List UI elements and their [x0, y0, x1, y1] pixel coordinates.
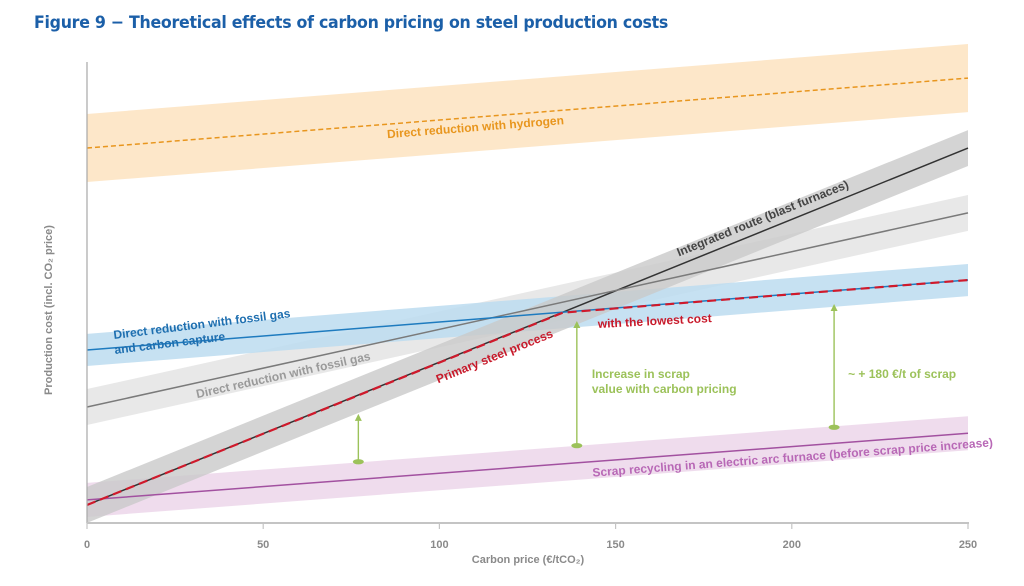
figure-title: Figure 9 − Theoretical effects of carbon… — [34, 13, 669, 33]
arrow-head-icon — [573, 320, 581, 328]
annotation-layer — [352, 303, 840, 465]
label-primary-steel-line2: with the lowest cost — [596, 311, 712, 331]
line-scrap-eaf — [86, 432, 969, 501]
x-tick-label: 200 — [783, 539, 801, 551]
x-tick-label: 50 — [257, 539, 269, 551]
arrow-base-dot — [352, 459, 364, 465]
arrow-base-dot — [828, 424, 840, 430]
x-tick-label: 0 — [84, 539, 90, 551]
line-primary-lowest — [86, 278, 969, 506]
axes: 0 50 100 150 200 250 Carbon price (€/tCO₂) Pr… — [43, 62, 977, 566]
y-axis-title: Production cost (incl. CO₂ price) — [43, 225, 55, 395]
line-layer — [86, 77, 969, 506]
line-hydrogen — [86, 77, 969, 149]
annotation-text-line2: value with carbon pricing — [592, 382, 737, 396]
line-fossil-gas — [86, 212, 969, 408]
x-tick-label: 150 — [606, 539, 624, 551]
x-tick-label: 100 — [430, 539, 448, 551]
annotation-text: ~ + 180 €/t of scrap — [848, 367, 956, 381]
x-tick-label: 250 — [959, 539, 977, 551]
arrow-head-icon — [830, 303, 838, 311]
arrow-base-dot — [571, 443, 583, 449]
x-axis-title: Carbon price (€/tCO₂) — [472, 554, 585, 566]
annotation-text: Increase in scrap — [592, 367, 690, 381]
arrow-head-icon — [354, 413, 362, 421]
